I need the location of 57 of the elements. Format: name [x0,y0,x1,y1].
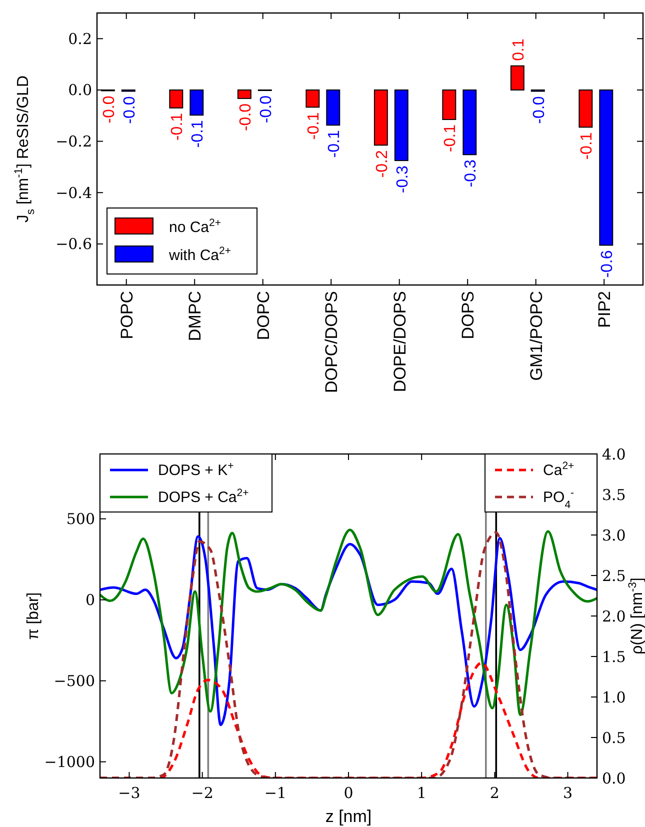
data-label: 0.1 [510,38,528,61]
x-tick-label: −1 [264,784,286,802]
legend-label: DOPS + K$^{+}$ [158,460,234,479]
data-label: -0.3 [462,160,480,188]
x-tick-label: DOPC [254,291,273,340]
y-tick-label: −0.2 [56,132,92,151]
x-tick-label: GM1/POPC [526,291,546,381]
y-tick-label: −0.6 [56,235,92,254]
y2-tick-label: 3.0 [602,526,626,544]
y-axis-title: π [bar] [25,592,42,640]
data-label: -0.2 [374,150,391,178]
x-tick-label: DOPE/DOPS [390,291,410,392]
data-label: -0.0 [237,103,254,132]
legend-label: Ca$^{2+}$ [543,460,574,479]
data-label: -0.6 [599,250,616,278]
x-axis-title: z [nm] [325,807,372,826]
x-tick-label: 0 [344,784,354,802]
data-label: -0.1 [306,112,323,140]
y-tick-label: 0.0 [68,81,92,100]
data-label: -0.1 [326,130,344,158]
data-label: -0.0 [100,96,118,124]
data-label: -0.1 [169,112,186,141]
data-label: -0.1 [190,120,207,148]
data-label: -0.1 [578,132,596,160]
y2-tick-label: 2.5 [602,566,626,585]
data-label: -0.1 [442,124,460,152]
x-tick-label: POPC [117,291,136,340]
y2-tick-label: 4.0 [602,445,626,464]
legend-label: DOPS + Ca$^{2+}$ [158,487,249,506]
legend-label: with Ca$^{2+}$ [168,245,232,264]
y-tick-label: −0.4 [56,184,92,202]
y-tick-label: 0.2 [68,30,92,48]
x-tick-label: DOPS [458,291,478,340]
data-label: -0.0 [530,96,548,124]
line-series [100,531,597,778]
x-tick-label: 3 [562,784,573,802]
x-tick-label: −2 [191,784,214,802]
x-tick-label: PIP2 [595,291,614,328]
y-tick-label: 0 [85,591,95,610]
y2-tick-label: 0.5 [602,728,626,747]
y-tick-label: 500 [66,510,95,528]
x-tick-label: 2 [490,784,500,802]
data-label: -0.0 [121,96,138,124]
y2-tick-label: 0.0 [602,769,626,788]
y2-tick-label: 3.5 [602,486,626,504]
y-tick-label: −500 [54,672,95,690]
y2-tick-label: 1.5 [602,648,626,666]
x-tick-label: 1 [416,784,426,802]
y-tick-label: −1000 [44,753,95,772]
y2-tick-label: 2.0 [602,607,626,626]
x-tick-label: −3 [118,784,140,802]
x-tick-label: DOPC/DOPS [322,291,342,394]
legend-label: no Ca$^{2+}$ [169,217,222,236]
x-tick-label: DMPC [186,291,205,342]
data-label: -0.0 [258,95,275,124]
y2-tick-label: 1.0 [602,688,626,706]
data-label: -0.3 [394,165,412,194]
